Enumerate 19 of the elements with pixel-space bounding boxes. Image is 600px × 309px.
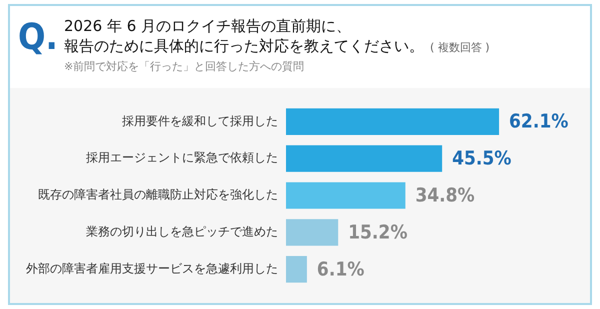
chart-subtitle: ( 複数回答 ) xyxy=(430,41,490,54)
y-tick-label: 業務の切り出しを急ピッチで進めた xyxy=(86,224,278,239)
bar xyxy=(286,256,307,283)
data-label: 34.8% xyxy=(415,184,475,206)
y-tick-label: 既存の障害者社員の離職防止対応を強化した xyxy=(38,188,278,202)
data-label: 15.2% xyxy=(348,221,408,244)
bar xyxy=(286,182,406,209)
data-label: 6.1% xyxy=(316,258,364,280)
bar xyxy=(286,219,338,246)
text: ※前問で対応を「行った」と回答した方への質問 xyxy=(64,59,306,74)
bar xyxy=(286,145,442,172)
data-label: 62.1% xyxy=(509,110,568,133)
text: Q. xyxy=(18,16,59,60)
chart-title: 2026 年 6 月のロクイチ報告の直前期に、報告のために具体的に行った対応を教えてください。 xyxy=(64,17,424,55)
data-label: 45.5% xyxy=(452,148,512,170)
y-tick-label: 採用エージェントに緊急で依頼した xyxy=(86,150,278,165)
y-tick-label: 採用要件を緩和して採用した xyxy=(122,114,278,128)
bar xyxy=(286,108,500,135)
y-tick-label: 外部の障害者雇用支援サービスを急遽利用した xyxy=(26,261,278,276)
